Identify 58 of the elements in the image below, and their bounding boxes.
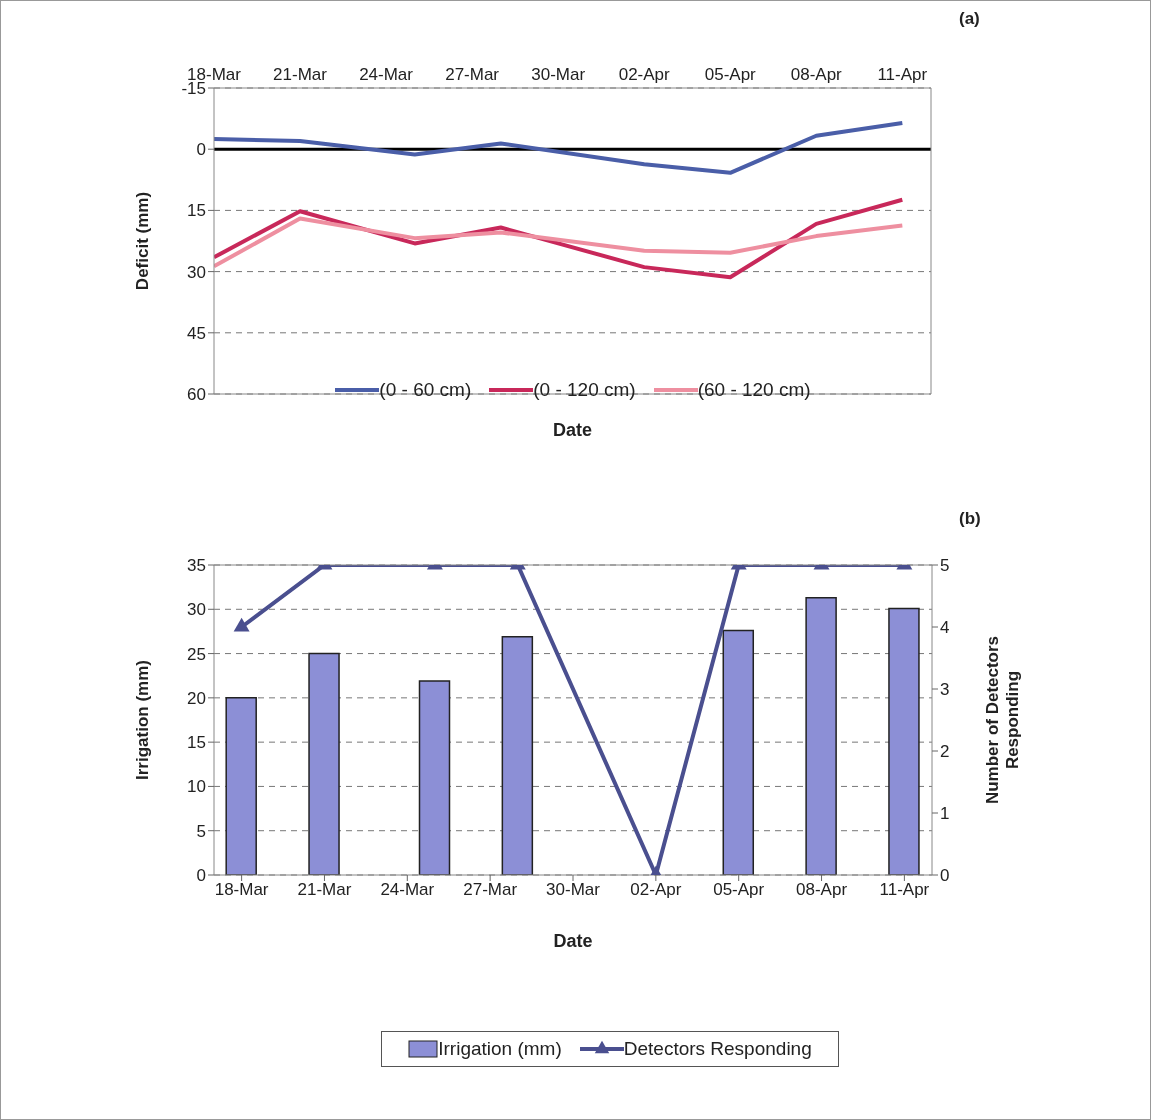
x-tick-label: 05-Apr (704, 65, 757, 84)
line-series (214, 216, 905, 269)
legend-label: Detectors Responding (623, 1038, 812, 1060)
x-tick-label: 30-Mar (546, 880, 601, 900)
x-tick-label: 30-Mar (531, 65, 586, 84)
bar (225, 697, 257, 875)
legend-label: (0 - 60 cm) (379, 379, 472, 401)
y2-tick-label: 4 (940, 618, 950, 638)
y-tick-label: 15 (187, 201, 206, 221)
y-tick-label: 0 (196, 140, 206, 160)
legend-label: (0 - 120 cm) (533, 379, 636, 401)
y-axis-title: Deficit (mm) (133, 191, 152, 291)
x-tick-label: 24-Mar (359, 65, 414, 84)
y-tick-label: 15 (187, 733, 206, 753)
y2-tick-label: 0 (940, 866, 950, 886)
x-tick-label: 21-Mar (273, 65, 328, 84)
y-tick-label: 0 (196, 866, 206, 886)
x-tick-label: 27-Mar (463, 880, 518, 900)
y-tick-label: 20 (187, 688, 206, 708)
y-tick-label: 30 (187, 600, 206, 620)
y2-tick-label: 1 (940, 804, 950, 824)
y-tick-label: 35 (187, 556, 206, 576)
y-tick-label: 5 (196, 821, 206, 841)
y2-axis-title: Number of Detectors Responding (983, 635, 1022, 805)
x-tick-label: 08-Apr (790, 65, 843, 84)
y2-tick-label: 2 (940, 742, 950, 762)
x-tick-label: 02-Apr (630, 880, 682, 900)
y-tick-label: 60 (187, 385, 206, 405)
y-tick-label: 10 (187, 777, 206, 797)
legend-label: (60 - 120 cm) (697, 379, 811, 401)
y-tick-label: -15 (181, 79, 206, 99)
bar (888, 607, 920, 875)
y-tick-label: 30 (187, 262, 206, 282)
y2-tick-label: 3 (940, 680, 950, 700)
bar (805, 597, 837, 875)
text: (a) (959, 9, 980, 29)
y-tick-label: 25 (187, 644, 206, 664)
bar (722, 629, 755, 875)
x-tick-label: 27-Mar (445, 65, 500, 84)
x-tick-label: 21-Mar (297, 880, 352, 900)
x-tick-label: 11-Apr (877, 65, 928, 84)
x-axis-title: Date (552, 420, 593, 440)
x-tick-label: 08-Apr (796, 880, 848, 900)
text: (b) (959, 509, 981, 529)
y-axis-title: Irrigation (mm) (133, 660, 152, 780)
legend-label: Irrigation (mm) (438, 1038, 562, 1060)
bar (501, 635, 534, 875)
x-tick-label: 05-Apr (713, 880, 765, 900)
y-tick-label: 45 (187, 323, 206, 343)
bar (308, 652, 340, 875)
x-tick-label: 24-Mar (380, 880, 435, 900)
x-tick-label: 18-Mar (214, 880, 269, 900)
bar (418, 680, 451, 875)
y2-tick-label: 5 (940, 556, 950, 576)
x-tick-label: 02-Apr (618, 65, 671, 84)
line-series (214, 121, 905, 175)
x-axis-title: Date (553, 931, 593, 951)
x-tick-label: 11-Apr (879, 880, 930, 900)
